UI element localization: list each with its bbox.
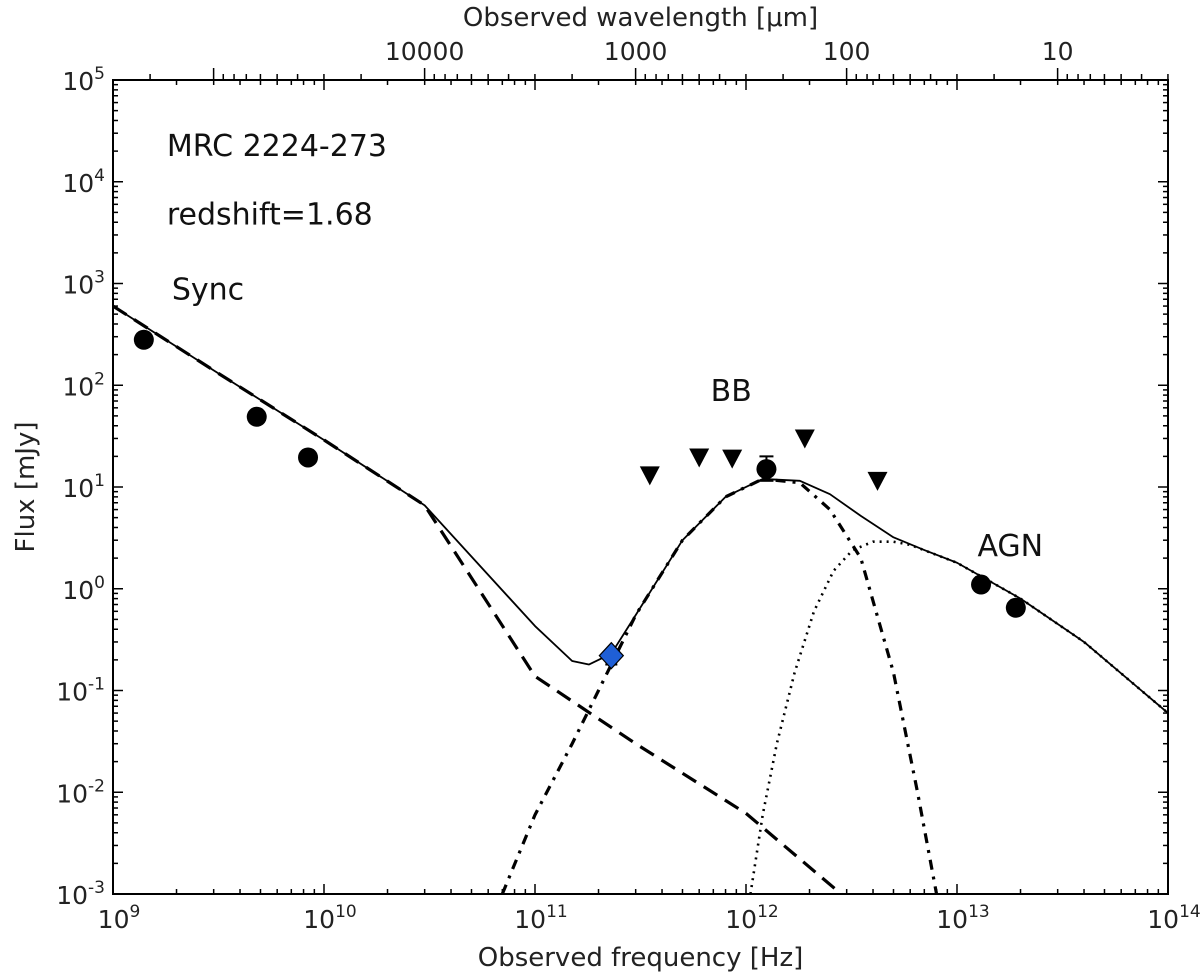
detection-point <box>756 459 777 480</box>
upper-limit-marker <box>639 466 660 486</box>
top-tick-label: 100 <box>823 37 871 66</box>
annotation-label: BB <box>711 374 752 409</box>
y-tick-label: 101 <box>62 471 105 503</box>
y-tick-label: 10-3 <box>56 878 105 910</box>
upper-limit-marker <box>722 449 743 469</box>
x-tick-label: 1011 <box>514 902 567 934</box>
annotation-label: redshift=1.68 <box>167 198 373 233</box>
model-curve-solid <box>113 305 1168 714</box>
y-tick-label: 10-2 <box>56 776 105 808</box>
top-tick-label: 10 <box>1042 37 1074 66</box>
detection-point <box>298 447 319 468</box>
model-curve-dashed <box>113 304 844 894</box>
x-axis-label: Observed frequency [Hz] <box>478 943 804 973</box>
highlight-diamond <box>598 641 625 670</box>
x-tick-label: 1014 <box>1147 902 1200 934</box>
y-tick-label: 105 <box>62 64 105 96</box>
axis-ticks: 109 1010 1011 1012 1013 1014 10-3 10-2 10-1 100 10… <box>56 37 1200 934</box>
detection-point <box>971 574 992 595</box>
x-tick-label: 1010 <box>303 902 356 934</box>
data-markers <box>133 329 1026 670</box>
top-tick-label: 1000 <box>604 37 668 66</box>
annotation-label: AGN <box>977 529 1043 564</box>
top-tick-label: 10000 <box>385 37 465 66</box>
detection-point <box>246 406 267 427</box>
upper-limit-marker <box>689 448 710 468</box>
x-tick-label: 1012 <box>725 902 778 934</box>
y-tick-label: 102 <box>62 369 105 401</box>
detection-point <box>1005 597 1026 618</box>
x-tick-label: 1013 <box>936 902 989 934</box>
upper-limit-marker <box>867 471 888 491</box>
y-tick-label: 10-1 <box>56 675 105 707</box>
annotation-label: Sync <box>172 272 244 307</box>
model-curves <box>113 304 1168 894</box>
y-tick-label: 100 <box>62 573 105 605</box>
annotation-label: MRC 2224-273 <box>167 129 387 164</box>
annotations: MRC 2224-273 redshift=1.68 Sync BB AGN <box>167 129 1043 564</box>
model-curve-dashdot <box>500 477 939 894</box>
upper-limit-marker <box>794 429 815 449</box>
y-tick-label: 103 <box>62 268 105 300</box>
detection-point <box>133 329 154 350</box>
model-curve-dotted <box>749 540 1168 894</box>
y-tick-label: 104 <box>62 166 105 198</box>
top-axis-label: Observed wavelength [μm] <box>463 3 818 33</box>
y-axis-label: Flux [mJy] <box>11 422 41 553</box>
x-tick-label: 109 <box>98 902 141 934</box>
